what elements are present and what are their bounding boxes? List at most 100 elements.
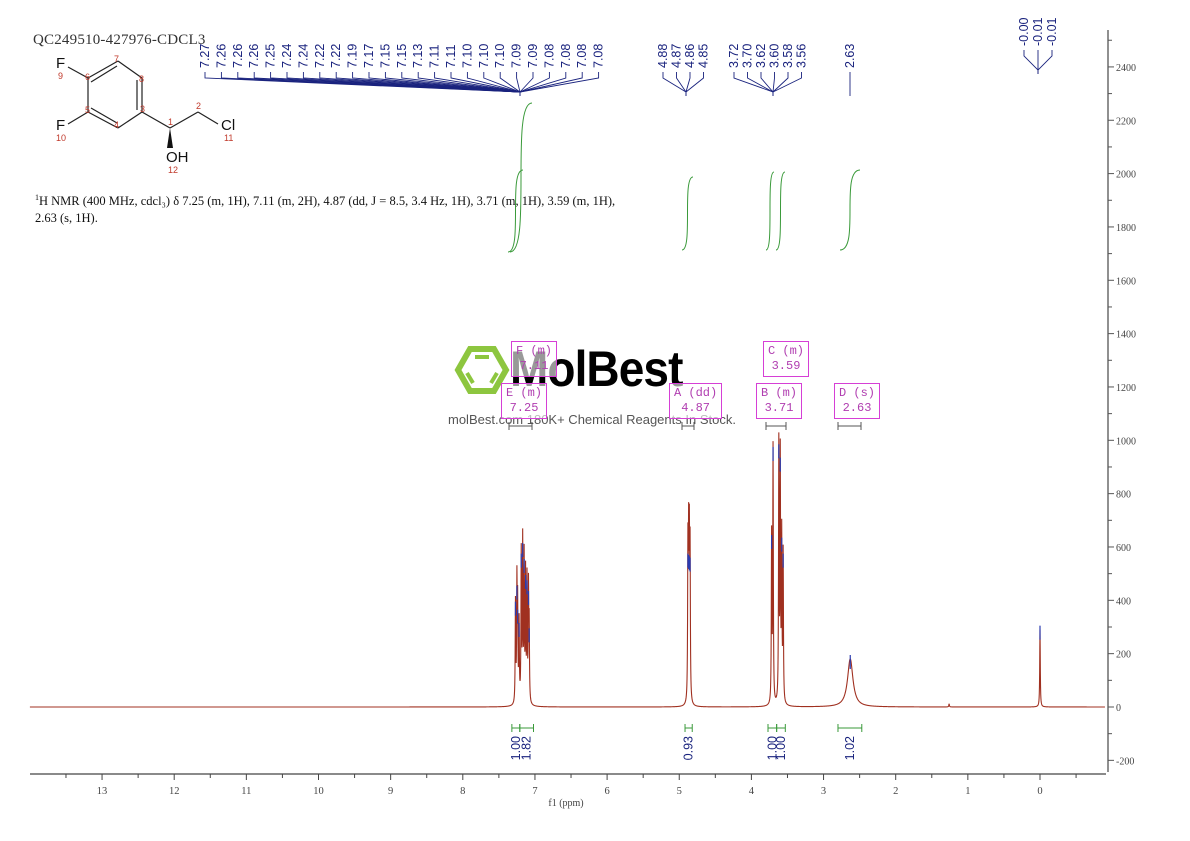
bond — [67, 111, 89, 125]
wedge-bond — [167, 128, 173, 148]
peak-label: 3.62 — [754, 44, 768, 68]
y-tick-label: 2200 — [1116, 116, 1136, 127]
y-tick-label: 2000 — [1116, 170, 1136, 181]
carbon-number: 5 — [85, 105, 90, 115]
peak-label: 7.13 — [411, 44, 425, 68]
bond — [169, 111, 199, 129]
integral-value: 0.93 — [682, 736, 696, 760]
peak-connector — [1037, 50, 1053, 74]
bond — [117, 60, 143, 79]
peak-connector — [519, 72, 583, 96]
peak-label: 7.08 — [575, 44, 589, 68]
atom-label: OH — [166, 149, 189, 166]
atom-label: Cl — [221, 117, 235, 134]
y-tick-label: 600 — [1116, 543, 1131, 554]
integral-curve — [839, 169, 861, 251]
peak-connector — [772, 72, 789, 96]
carbon-number: 3 — [140, 104, 145, 114]
multiplet-label-F: F (m) 7.11 — [511, 341, 558, 377]
summary-body: H NMR (400 MHz, cdcl₃) δ 7.25 (m, 1H), 7… — [35, 194, 616, 226]
peak-label: 4.86 — [683, 44, 697, 68]
y-axis: -200 0 200 400 600 800 1000 1200 1400 1600 1800 200… — [1107, 30, 1136, 772]
hexagon-shape — [454, 346, 510, 394]
peak-label: 7.11 — [444, 45, 458, 68]
peak-connector — [1023, 50, 1039, 74]
multiplet-type: E (m) — [506, 386, 543, 400]
nmr-summary-text: 1H NMR (400 MHz, cdcl₃) δ 7.25 (m, 1H), … — [35, 189, 635, 227]
peak-connector — [676, 72, 687, 96]
bond — [67, 66, 89, 79]
peak-connector — [519, 72, 600, 96]
peak-label: 7.15 — [395, 44, 409, 68]
multiplet-label-A: A (dd) 4.87 — [669, 383, 723, 419]
x-tick-label: 10 — [313, 786, 324, 797]
x-tick-label: 3 — [821, 786, 826, 797]
x-axis: 13 12 11 10 9 8 7 6 5 4 3 2 1 0f1 (ppm) — [30, 773, 1106, 809]
integral-value: 1.00 — [509, 736, 523, 760]
peak-label: 4.85 — [697, 44, 711, 68]
multiplet-label-E: E (m) 7.25 — [501, 383, 548, 419]
x-tick-label: 5 — [677, 786, 682, 797]
bond — [87, 111, 119, 129]
summary-superscript: 1 — [35, 193, 39, 202]
peak-connector — [519, 72, 534, 96]
bond — [87, 60, 119, 79]
peak-label: 3.58 — [781, 44, 795, 68]
peak-label: 4.87 — [670, 44, 684, 68]
multiplet-label-C: C (m) 3.59 — [763, 341, 810, 377]
atom-index: 10 — [56, 133, 66, 143]
carbon-number: 8 — [139, 74, 144, 84]
x-tick-label: 4 — [749, 786, 755, 797]
peak-connector — [662, 72, 687, 96]
y-tick-label: 2400 — [1116, 63, 1136, 74]
multiplet-shift: 2.63 — [842, 401, 872, 415]
y-tick-label: 1400 — [1116, 330, 1136, 341]
peak-label: 3.56 — [795, 44, 809, 68]
peak-label: 7.11 — [428, 45, 442, 68]
multiplet-type: C (m) — [768, 344, 805, 358]
peak-label: 7.08 — [542, 44, 556, 68]
integral-curve — [765, 171, 775, 251]
y-tick-label: 200 — [1116, 650, 1131, 661]
x-tick-label: 0 — [1037, 786, 1042, 797]
peak-label: 7.17 — [362, 44, 376, 68]
bond — [90, 107, 118, 124]
multiplet-type: A (dd) — [674, 386, 718, 400]
peak-connector — [733, 72, 774, 96]
y-tick-label: 0 — [1116, 703, 1121, 714]
y-tick-label: 400 — [1116, 596, 1131, 607]
peak-label: 7.09 — [526, 44, 540, 68]
peak-label: 7.22 — [313, 44, 327, 68]
peak-connector — [772, 72, 802, 96]
peak-connector — [760, 72, 774, 96]
x-axis-title: f1 (ppm) — [548, 798, 583, 809]
peak-label: 7.19 — [346, 44, 360, 68]
integral-value: 1.82 — [520, 736, 534, 760]
peak-label: 7.26 — [231, 44, 245, 68]
multiplet-shift: 4.87 — [681, 401, 711, 415]
x-tick-label: 1 — [965, 786, 970, 797]
peak-label: 3.72 — [727, 44, 741, 68]
multiplet-shift: 7.11 — [519, 359, 549, 373]
peak-label: 7.26 — [247, 44, 261, 68]
peak-label: 7.15 — [378, 44, 392, 68]
y-tick-label: 1000 — [1116, 436, 1136, 447]
atom-index: 9 — [58, 71, 63, 81]
bond — [117, 111, 143, 129]
peak-label: 7.26 — [214, 44, 228, 68]
sample-title: QC249510-427976-CDCL3 — [33, 32, 206, 48]
peak-label: 7.10 — [460, 44, 474, 68]
peak-label: -0.01 — [1031, 17, 1045, 46]
multiplet-shift: 3.59 — [771, 359, 801, 373]
peak-label: 7.24 — [296, 44, 310, 68]
multiplet-ranges — [508, 422, 862, 430]
integral-value: 1.00 — [765, 736, 779, 760]
atom-label: F — [56, 55, 65, 72]
hexagon-inner-line — [465, 371, 475, 385]
molbest-logo-icon — [454, 346, 510, 394]
multiplet-label-B: B (m) 3.71 — [756, 383, 803, 419]
carbon-number: 1 — [168, 117, 173, 127]
peak-connector — [466, 72, 521, 96]
integral-value: 1.00 — [774, 736, 788, 760]
